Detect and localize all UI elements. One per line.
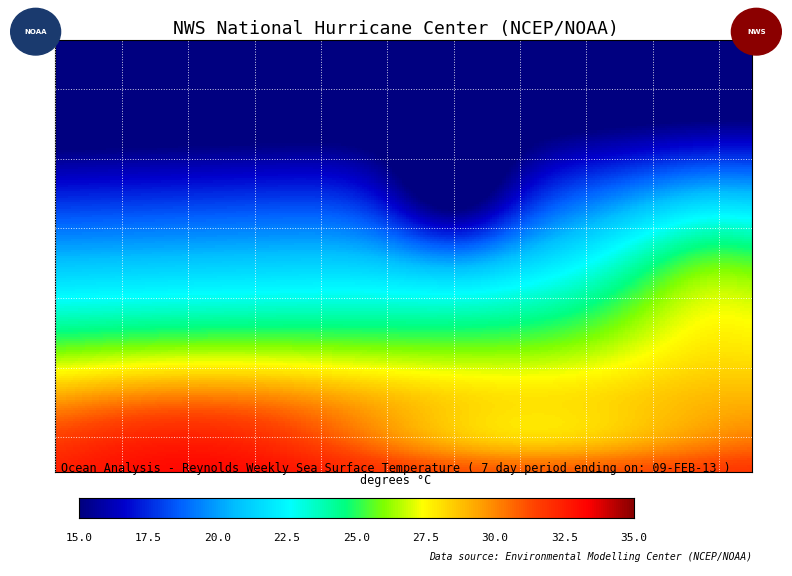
Text: 30.0: 30.0: [482, 533, 508, 543]
Text: 17.5: 17.5: [135, 533, 162, 543]
Text: 22.5: 22.5: [273, 533, 301, 543]
Circle shape: [11, 9, 61, 55]
Text: 32.5: 32.5: [550, 533, 578, 543]
Text: NWS National Hurricane Center (NCEP/NOAA): NWS National Hurricane Center (NCEP/NOAA…: [173, 20, 619, 38]
Text: Data source: Environmental Modelling Center (NCEP/NOAA): Data source: Environmental Modelling Cen…: [429, 552, 752, 562]
Text: 15.0: 15.0: [66, 533, 93, 543]
Text: degrees °C: degrees °C: [360, 473, 432, 487]
Text: 27.5: 27.5: [412, 533, 440, 543]
Text: 20.0: 20.0: [204, 533, 231, 543]
Text: 35.0: 35.0: [620, 533, 647, 543]
Text: NWS: NWS: [747, 29, 766, 35]
Circle shape: [732, 9, 781, 55]
Text: Ocean Analysis - Reynolds Weekly Sea Surface Temperature ( 7 day period ending o: Ocean Analysis - Reynolds Weekly Sea Sur…: [61, 462, 731, 475]
Text: NOAA: NOAA: [25, 29, 47, 35]
Text: 25.0: 25.0: [343, 533, 370, 543]
